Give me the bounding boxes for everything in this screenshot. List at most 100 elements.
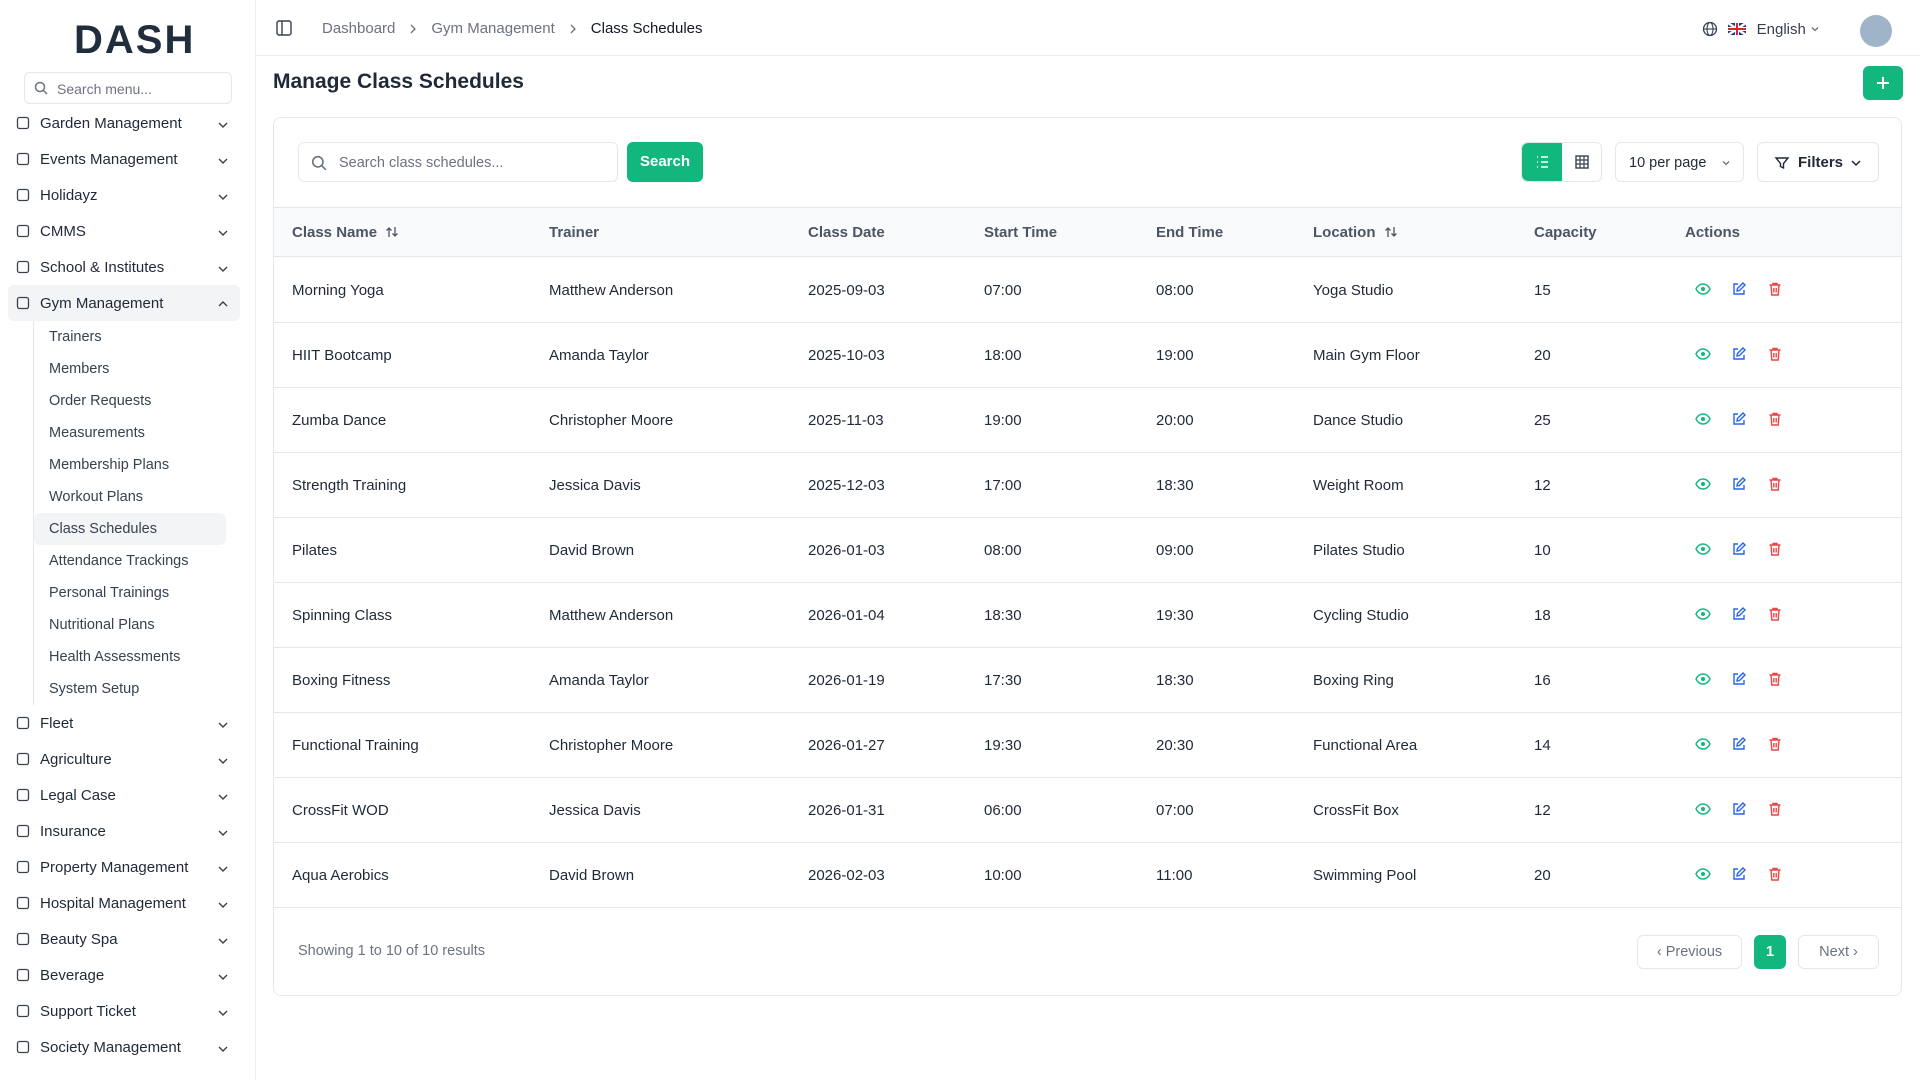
table-cell: 18:30 bbox=[984, 607, 1022, 624]
next-button[interactable]: Next › bbox=[1798, 935, 1879, 969]
view-button[interactable] bbox=[1695, 281, 1711, 297]
view-button[interactable] bbox=[1695, 541, 1711, 557]
breadcrumb[interactable]: Dashboard bbox=[322, 20, 396, 37]
submenu-item[interactable]: Nutritional Plans bbox=[49, 617, 155, 633]
table-cell: 18:30 bbox=[1156, 672, 1194, 689]
page-title: Manage Class Schedules bbox=[273, 70, 524, 93]
submenu-item[interactable]: Personal Trainings bbox=[49, 585, 170, 601]
edit-button[interactable] bbox=[1731, 281, 1747, 297]
menu-item[interactable]: Holidayz bbox=[8, 177, 240, 213]
menu-item[interactable]: Fleet bbox=[8, 705, 240, 741]
delete-button[interactable] bbox=[1767, 281, 1783, 297]
delete-button[interactable] bbox=[1767, 346, 1783, 362]
table-cell: Jessica Davis bbox=[549, 477, 641, 494]
table-search-placeholder: Search class schedules... bbox=[339, 155, 504, 171]
edit-button[interactable] bbox=[1731, 346, 1747, 362]
menu-item[interactable]: CMMS bbox=[8, 213, 240, 249]
edit-button[interactable] bbox=[1731, 606, 1747, 622]
view-button[interactable] bbox=[1695, 476, 1711, 492]
menu-item[interactable]: Beverage bbox=[8, 957, 240, 993]
previous-button[interactable]: ‹ Previous bbox=[1637, 935, 1742, 969]
menu-item[interactable]: Property Management bbox=[8, 849, 240, 885]
submenu-item[interactable]: System Setup bbox=[49, 681, 140, 697]
table-cell: CrossFit Box bbox=[1313, 802, 1399, 819]
menu-item[interactable]: Hospital Management bbox=[8, 885, 240, 921]
language-selector[interactable]: English bbox=[1702, 21, 1820, 38]
view-button[interactable] bbox=[1695, 801, 1711, 817]
delete-button[interactable] bbox=[1767, 606, 1783, 622]
view-button[interactable] bbox=[1695, 671, 1711, 687]
menu-item[interactable]: Beauty Spa bbox=[8, 921, 240, 957]
edit-button[interactable] bbox=[1731, 801, 1747, 817]
menu-label: Society Management bbox=[40, 1038, 181, 1056]
menu-item[interactable]: Events Management bbox=[8, 141, 240, 177]
submenu-item[interactable]: Attendance Trackings bbox=[49, 553, 189, 569]
column-header[interactable]: Class Name bbox=[292, 224, 399, 241]
menu-item[interactable]: Insurance bbox=[8, 813, 240, 849]
submenu-item[interactable]: Measurements bbox=[49, 425, 145, 441]
add-button[interactable] bbox=[1863, 66, 1903, 100]
menu-item[interactable]: Gym Management bbox=[8, 285, 240, 321]
submenu-item[interactable]: Workout Plans bbox=[49, 489, 144, 505]
view-toggle[interactable] bbox=[1521, 142, 1602, 182]
submenu-item[interactable]: Health Assessments bbox=[49, 649, 181, 665]
menu-item[interactable]: School & Institutes bbox=[8, 249, 240, 285]
delete-button[interactable] bbox=[1767, 736, 1783, 752]
submenu-item[interactable]: Trainers bbox=[49, 329, 102, 345]
list-view[interactable] bbox=[1522, 143, 1562, 181]
breadcrumb[interactable]: Gym Management bbox=[431, 20, 555, 37]
table-cell: Matthew Anderson bbox=[549, 607, 674, 624]
submenu-item[interactable]: Members bbox=[49, 361, 110, 377]
edit-button[interactable] bbox=[1731, 411, 1747, 427]
edit-button[interactable] bbox=[1731, 671, 1747, 687]
menu-item[interactable]: Legal Case bbox=[8, 777, 240, 813]
filters-button[interactable]: Filters bbox=[1757, 142, 1879, 182]
table-cell: 2025-12-03 bbox=[808, 477, 885, 494]
menu-item[interactable]: Agriculture bbox=[8, 741, 240, 777]
edit-button[interactable] bbox=[1731, 476, 1747, 492]
menu-search[interactable]: Search menu... bbox=[24, 72, 232, 104]
delete-button[interactable] bbox=[1767, 866, 1783, 882]
view-button[interactable] bbox=[1695, 411, 1711, 427]
edit-button[interactable] bbox=[1731, 541, 1747, 557]
menu-item[interactable]: Garden Management bbox=[8, 105, 240, 141]
delete-button[interactable] bbox=[1767, 801, 1783, 817]
chevron bbox=[218, 830, 228, 836]
brand-logo[interactable]: DASH bbox=[74, 18, 196, 62]
view-button[interactable] bbox=[1695, 866, 1711, 882]
edit-button[interactable] bbox=[1731, 866, 1747, 882]
view-button[interactable] bbox=[1695, 606, 1711, 622]
table-cell: 14 bbox=[1534, 737, 1551, 754]
table-row: Strength Training Jessica Davis 2025-12-03… bbox=[274, 453, 1901, 518]
submenu-item[interactable]: Order Requests bbox=[49, 393, 152, 409]
delete-button[interactable] bbox=[1767, 411, 1783, 427]
grid-view[interactable] bbox=[1562, 143, 1602, 181]
table-cell: Swimming Pool bbox=[1313, 867, 1417, 884]
submenu-item[interactable]: Membership Plans bbox=[49, 457, 170, 473]
actions bbox=[1695, 541, 1783, 557]
page-button[interactable]: 1 bbox=[1754, 935, 1786, 969]
delete-button[interactable] bbox=[1767, 476, 1783, 492]
search-button[interactable]: Search bbox=[627, 142, 703, 182]
sidebar-toggle[interactable] bbox=[276, 20, 292, 36]
table-search[interactable]: Search class schedules... bbox=[298, 142, 618, 182]
menu-item[interactable]: Support Ticket bbox=[8, 993, 240, 1029]
user-avatar[interactable] bbox=[1860, 15, 1892, 47]
delete-button[interactable] bbox=[1767, 671, 1783, 687]
actions bbox=[1695, 736, 1783, 752]
delete-button[interactable] bbox=[1767, 541, 1783, 557]
view-button[interactable] bbox=[1695, 346, 1711, 362]
table-cell: Strength Training bbox=[292, 477, 407, 494]
sort-icon bbox=[386, 227, 399, 237]
column-header: End Time bbox=[1156, 224, 1223, 241]
column-header[interactable]: Location bbox=[1313, 224, 1398, 241]
edit-button[interactable] bbox=[1731, 736, 1747, 752]
search-icon bbox=[34, 81, 48, 95]
per-page-select[interactable]: 10 per page bbox=[1615, 142, 1744, 182]
view-button[interactable] bbox=[1695, 736, 1711, 752]
menu-item[interactable]: Society Management bbox=[8, 1029, 240, 1065]
actions bbox=[1695, 671, 1783, 687]
list-icon bbox=[1537, 156, 1548, 168]
submenu-item[interactable]: Class Schedules bbox=[34, 513, 226, 545]
